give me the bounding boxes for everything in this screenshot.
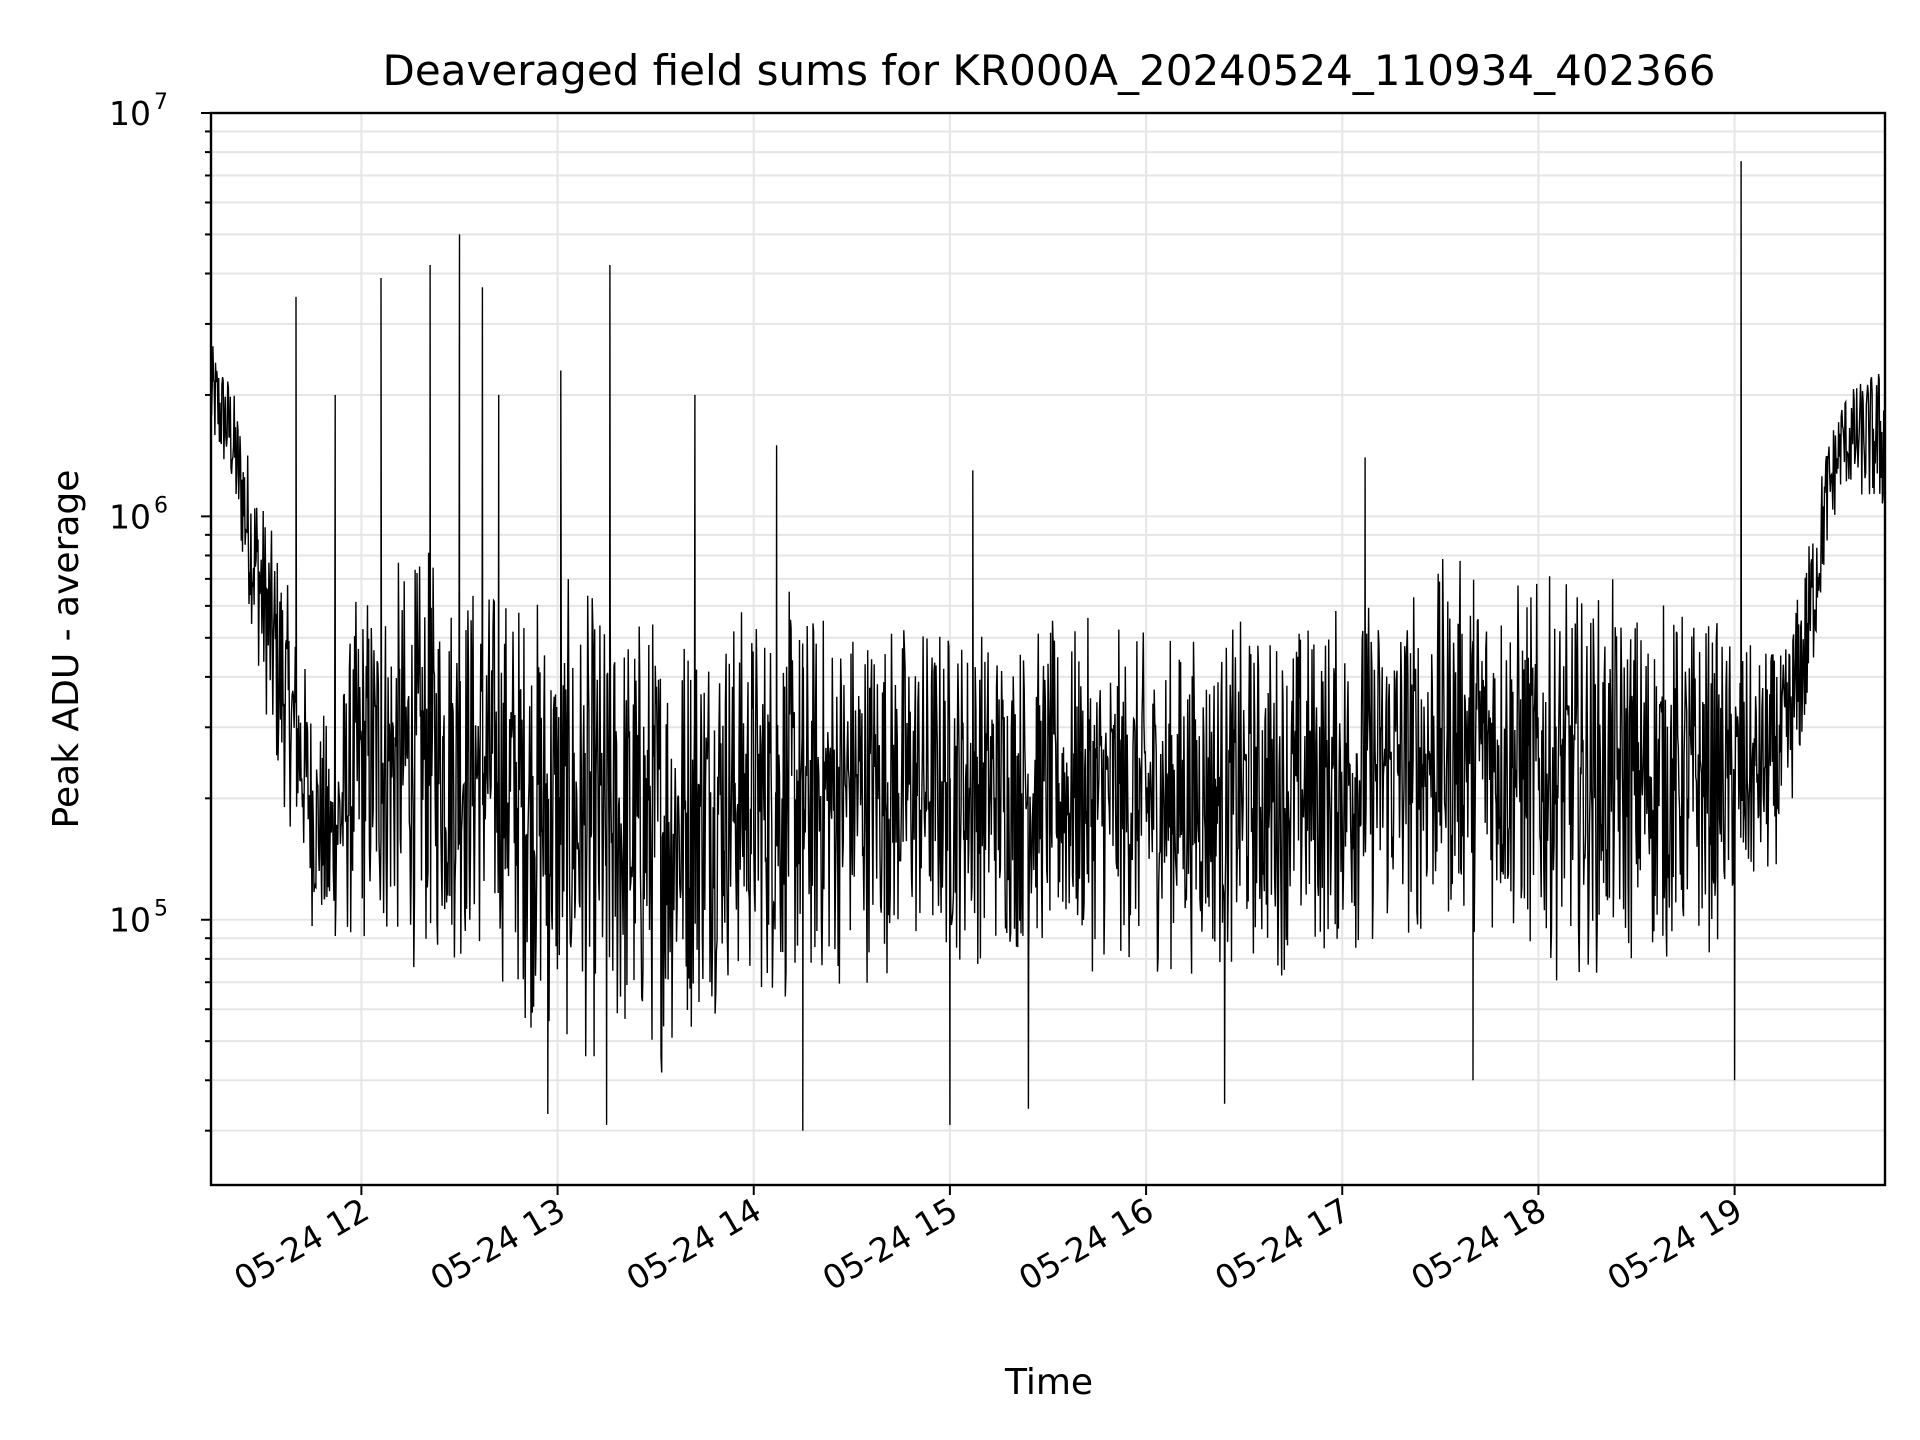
y-tick-exponent: 7 (154, 90, 168, 115)
y-tick-base: 10 (109, 497, 151, 536)
series-line (210, 161, 1886, 1131)
y-tick-label: 10 (109, 901, 151, 940)
series-path (210, 161, 1886, 1131)
y-tick-exponent: 6 (154, 493, 168, 518)
y-axis-label: Peak ADU - average (46, 470, 87, 829)
y-tick-base: 10 (109, 901, 151, 940)
plot-frame (209, 111, 1887, 1187)
y-tick-label: 10 (109, 497, 151, 536)
y-tick-label: 10 (109, 94, 151, 133)
x-axis-label: Time (1004, 1362, 1093, 1403)
y-tick-base: 10 (109, 94, 151, 133)
y-tick-exponent: 5 (154, 897, 168, 922)
chart-title: Deaveraged field sums for KR000A_2024052… (383, 46, 1716, 95)
